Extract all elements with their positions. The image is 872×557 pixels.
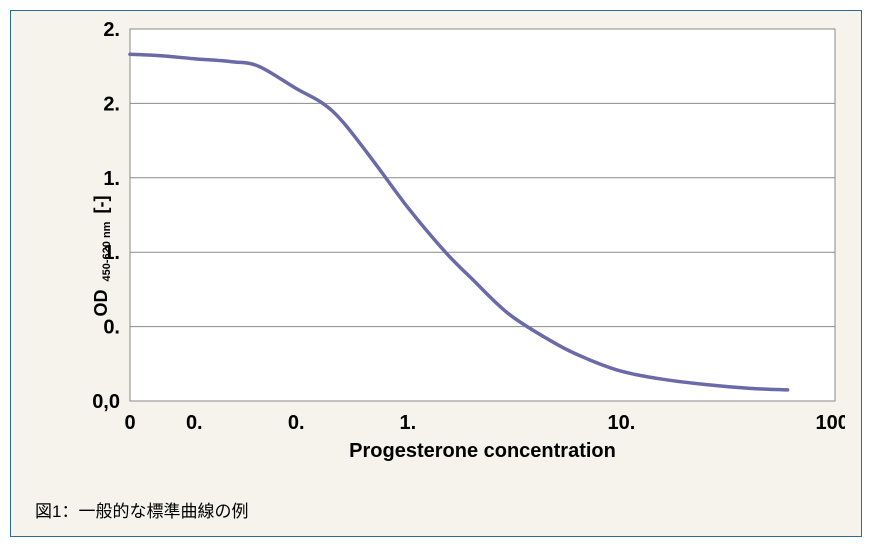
- chart-area: OD 450-620 nm [-] 0,00.1.1.2.2.00.0.1.10…: [35, 21, 843, 491]
- y-tick-label: 2.: [103, 21, 120, 41]
- y-tick-label: 2.: [103, 93, 120, 115]
- figure-caption: 図1：一般的な標準曲線の例: [35, 497, 248, 522]
- y-tick-label: 0,0: [92, 391, 120, 413]
- x-tick-label: 0: [124, 412, 135, 434]
- figure-frame: OD 450-620 nm [-] 0,00.1.1.2.2.00.0.1.10…: [10, 10, 862, 537]
- y-label-sub: 450-620 nm: [101, 222, 113, 282]
- chart-svg: 0,00.1.1.2.2.00.0.1.10.100.Progesterone …: [35, 21, 845, 491]
- y-label-main: OD: [91, 290, 111, 317]
- x-axis-label: Progesterone concentration: [349, 440, 616, 462]
- plot-area: [130, 29, 835, 401]
- x-tick-label: 10.: [608, 412, 636, 434]
- x-tick-label: 0.: [186, 412, 203, 434]
- y-tick-label: 1.: [103, 168, 120, 190]
- x-tick-label: 1.: [400, 412, 417, 434]
- x-tick-label: 100.: [816, 412, 845, 434]
- y-label-unit: [-]: [91, 195, 111, 213]
- y-axis-label: OD 450-620 nm [-]: [91, 195, 112, 316]
- y-tick-label: 0.: [103, 317, 120, 339]
- x-tick-label: 0.: [288, 412, 305, 434]
